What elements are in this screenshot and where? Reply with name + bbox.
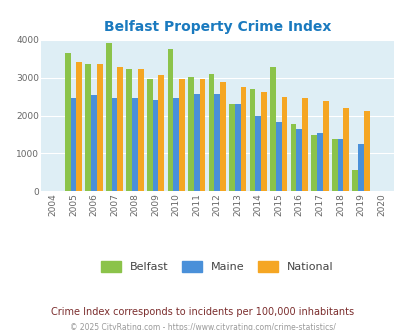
- Bar: [138, 69, 143, 191]
- Bar: [173, 98, 179, 191]
- Bar: [290, 124, 296, 191]
- Bar: [179, 79, 184, 191]
- Legend: Belfast, Maine, National: Belfast, Maine, National: [96, 257, 337, 277]
- Bar: [152, 100, 158, 191]
- Bar: [255, 115, 260, 191]
- Bar: [260, 92, 266, 191]
- Bar: [331, 139, 337, 191]
- Bar: [316, 133, 322, 191]
- Bar: [193, 94, 199, 191]
- Text: © 2025 CityRating.com - https://www.cityrating.com/crime-statistics/: © 2025 CityRating.com - https://www.city…: [70, 323, 335, 330]
- Bar: [91, 95, 97, 191]
- Bar: [352, 170, 357, 191]
- Bar: [85, 63, 91, 191]
- Bar: [117, 67, 123, 191]
- Bar: [167, 49, 173, 191]
- Bar: [70, 98, 76, 191]
- Bar: [240, 87, 246, 191]
- Bar: [214, 94, 220, 191]
- Bar: [322, 101, 328, 191]
- Bar: [76, 62, 82, 191]
- Bar: [337, 139, 343, 191]
- Bar: [363, 111, 369, 191]
- Bar: [126, 69, 132, 191]
- Bar: [158, 75, 164, 191]
- Bar: [65, 53, 70, 191]
- Bar: [132, 98, 138, 191]
- Bar: [301, 98, 307, 191]
- Bar: [106, 43, 111, 191]
- Bar: [111, 98, 117, 191]
- Bar: [311, 135, 316, 191]
- Bar: [199, 80, 205, 191]
- Bar: [220, 82, 225, 191]
- Bar: [357, 144, 363, 191]
- Bar: [296, 129, 301, 191]
- Bar: [147, 79, 152, 191]
- Bar: [234, 104, 240, 191]
- Bar: [249, 89, 255, 191]
- Title: Belfast Property Crime Index: Belfast Property Crime Index: [103, 20, 330, 34]
- Text: Crime Index corresponds to incidents per 100,000 inhabitants: Crime Index corresponds to incidents per…: [51, 307, 354, 317]
- Bar: [275, 121, 281, 191]
- Bar: [281, 96, 287, 191]
- Bar: [188, 77, 193, 191]
- Bar: [270, 67, 275, 191]
- Bar: [343, 108, 348, 191]
- Bar: [208, 74, 214, 191]
- Bar: [97, 64, 102, 191]
- Bar: [228, 104, 234, 191]
